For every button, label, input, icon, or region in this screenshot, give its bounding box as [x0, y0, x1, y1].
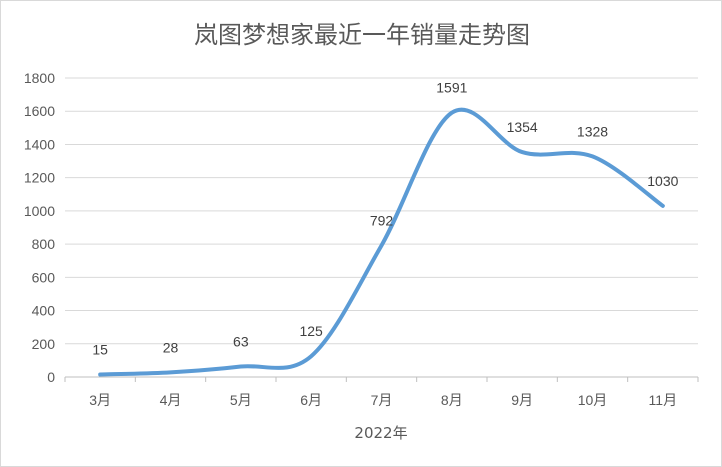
x-tick-label: 11月	[649, 392, 678, 408]
data-label: 792	[370, 212, 394, 228]
y-tick-label: 400	[32, 303, 56, 319]
y-tick-label: 1200	[24, 170, 55, 186]
y-tick-label: 800	[32, 236, 56, 252]
x-tick-label: 9月	[511, 392, 533, 408]
x-tick-label: 7月	[371, 392, 393, 408]
series-line	[98, 107, 665, 377]
x-tick-label: 4月	[160, 392, 182, 408]
y-tick-label: 1000	[24, 203, 55, 219]
data-label: 63	[233, 334, 249, 350]
x-tick-label: 6月	[300, 392, 322, 408]
x-axis-ticks: 3月 4月 5月 6月 7月 8月 9月 10月 11月	[64, 377, 699, 408]
x-tick-label: 10月	[578, 392, 608, 408]
y-axis-ticks: 0 200 400 600 800 1000 1200 1400 1600 1800	[24, 70, 55, 385]
y-tick-label: 1400	[24, 136, 55, 152]
data-label: 1030	[647, 173, 678, 189]
data-label: 125	[299, 323, 323, 339]
y-tick-label: 1800	[24, 70, 55, 86]
series-layer	[98, 107, 665, 377]
data-label: 15	[92, 342, 108, 358]
chart-title: 岚图梦想家最近一年销量走势图	[194, 21, 530, 49]
y-tick-label: 200	[32, 336, 56, 352]
x-tick-label: 3月	[89, 392, 111, 408]
x-axis-title: 2022年	[354, 424, 407, 442]
x-tick-label: 5月	[230, 392, 252, 408]
y-tick-label: 0	[47, 369, 55, 385]
data-label: 1354	[507, 119, 538, 135]
data-labels: 15 28 63 125 792 1591 1354 1328 1030	[92, 80, 678, 358]
x-tick-label: 8月	[441, 392, 463, 408]
y-tick-label: 1600	[24, 103, 55, 119]
data-label: 1591	[436, 80, 467, 96]
y-tick-label: 600	[32, 269, 56, 285]
data-label: 1328	[577, 123, 608, 139]
data-label: 28	[163, 339, 179, 355]
